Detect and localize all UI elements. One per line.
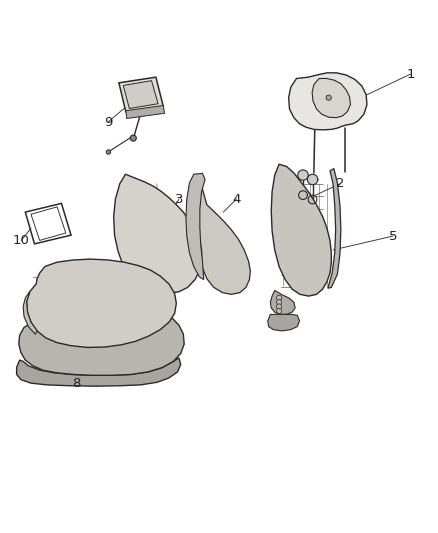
Polygon shape: [270, 290, 295, 314]
Text: 6: 6: [60, 277, 69, 290]
Text: 2: 2: [336, 177, 344, 190]
Polygon shape: [114, 174, 201, 294]
Text: 1: 1: [406, 68, 415, 80]
Polygon shape: [23, 292, 37, 334]
Polygon shape: [119, 77, 163, 112]
Circle shape: [276, 295, 282, 301]
Polygon shape: [123, 80, 158, 109]
Polygon shape: [268, 314, 300, 331]
Text: 3: 3: [175, 192, 183, 206]
Circle shape: [106, 150, 111, 154]
Circle shape: [307, 174, 318, 184]
Polygon shape: [196, 174, 251, 294]
Polygon shape: [328, 168, 341, 288]
Polygon shape: [186, 173, 205, 279]
Circle shape: [130, 135, 136, 141]
Polygon shape: [312, 78, 350, 118]
Polygon shape: [27, 259, 177, 348]
Polygon shape: [271, 164, 331, 296]
Text: 9: 9: [104, 116, 112, 128]
Circle shape: [276, 300, 282, 305]
Text: 4: 4: [232, 192, 240, 206]
Text: 7: 7: [72, 342, 81, 355]
Polygon shape: [126, 106, 165, 118]
Circle shape: [298, 170, 308, 180]
Text: 10: 10: [13, 234, 30, 247]
Circle shape: [276, 304, 282, 309]
Circle shape: [276, 308, 282, 313]
Text: 5: 5: [389, 230, 397, 243]
Polygon shape: [17, 358, 181, 386]
Polygon shape: [19, 303, 184, 375]
Circle shape: [326, 95, 331, 100]
Polygon shape: [289, 73, 367, 130]
Text: 8: 8: [72, 377, 81, 390]
